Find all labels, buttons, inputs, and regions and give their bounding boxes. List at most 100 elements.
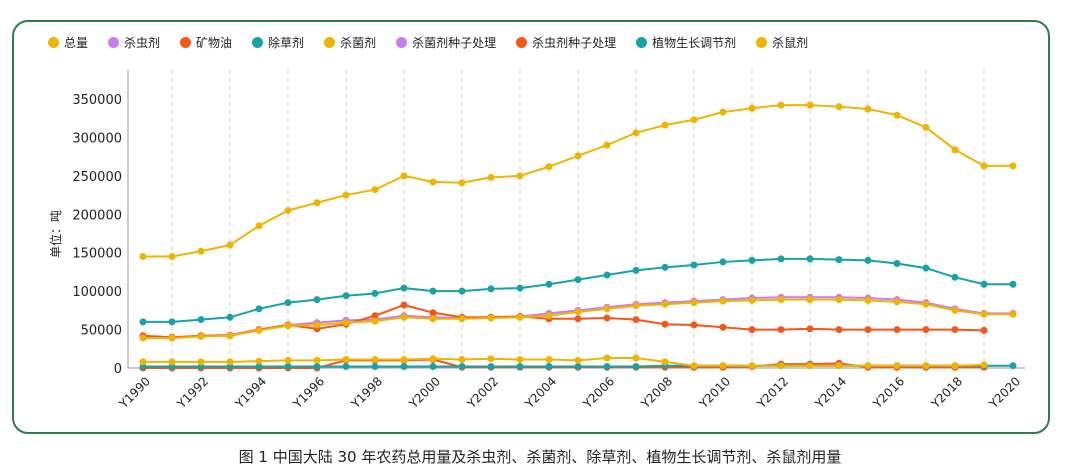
y-tick-label: 50000 [81, 324, 122, 339]
legend-marker [324, 37, 336, 48]
data-point [255, 305, 263, 313]
data-point [777, 326, 785, 334]
data-point [284, 362, 292, 370]
legend-item[interactable]: 杀菌剂种子处理 [396, 34, 496, 51]
data-point [226, 332, 234, 340]
data-point [835, 296, 843, 304]
legend-marker [108, 37, 120, 48]
y-tick-label: 0 [114, 362, 122, 377]
data-point [139, 358, 147, 366]
data-point [661, 121, 669, 129]
legend-item[interactable]: 杀菌剂 [324, 34, 376, 51]
data-point [516, 362, 524, 370]
data-point [400, 172, 408, 180]
data-point [371, 356, 379, 364]
data-point [893, 362, 901, 370]
data-point [545, 280, 553, 288]
data-point [255, 222, 263, 230]
x-tick-label: Y1996 [290, 374, 327, 411]
data-point [458, 315, 466, 323]
data-point [342, 319, 350, 327]
legend-label: 矿物油 [196, 36, 233, 50]
data-point [516, 313, 524, 321]
data-point [545, 356, 553, 364]
data-point [313, 199, 321, 207]
legend-item[interactable]: 矿物油 [180, 34, 232, 51]
data-point [226, 313, 234, 321]
x-tick-label: Y2012 [754, 374, 791, 411]
data-point [951, 326, 959, 334]
data-point [400, 356, 408, 364]
data-point [284, 299, 292, 307]
series-line [142, 303, 985, 339]
data-point [371, 186, 379, 194]
data-point [197, 358, 205, 366]
x-tick-label: Y2008 [638, 374, 675, 411]
x-tick-label: Y2004 [522, 374, 559, 411]
legend-item[interactable]: 总量 [48, 34, 88, 51]
legend-item[interactable]: 杀鼠剂 [756, 34, 808, 51]
data-point [545, 163, 553, 171]
data-point [400, 301, 408, 309]
data-point [719, 258, 727, 266]
data-point [284, 322, 292, 330]
data-point [690, 261, 698, 269]
data-point [371, 312, 379, 320]
legend-item[interactable]: 杀虫剂 [108, 34, 160, 51]
legend-marker [516, 37, 528, 48]
y-tick-label: 350000 [72, 93, 122, 108]
data-point [197, 316, 205, 324]
data-point [516, 356, 524, 364]
x-tick-label: Y2002 [464, 374, 501, 411]
data-point [632, 266, 640, 274]
data-point [574, 362, 582, 370]
data-point [458, 287, 466, 295]
legend-item[interactable]: 除草剂 [252, 34, 304, 51]
legend-marker [756, 37, 768, 48]
data-point [400, 313, 408, 321]
data-point [226, 241, 234, 249]
data-point [197, 247, 205, 255]
data-point [980, 280, 988, 288]
data-point [922, 123, 930, 131]
data-point [893, 111, 901, 119]
data-point [458, 362, 466, 370]
data-point [603, 271, 611, 279]
data-point [748, 326, 756, 334]
data-point [777, 101, 785, 109]
data-point [603, 305, 611, 313]
data-point [951, 273, 959, 281]
data-point [632, 302, 640, 310]
data-point [603, 354, 611, 362]
data-point [922, 300, 930, 308]
data-point [545, 312, 553, 320]
data-point [342, 292, 350, 300]
data-point [545, 362, 553, 370]
data-point [284, 356, 292, 364]
data-point [632, 362, 640, 370]
data-point [429, 362, 437, 370]
data-point [255, 362, 263, 370]
legend-marker [636, 37, 648, 48]
line-chart: 0 50000 100000 150000 200000 250000 300000 3500… [48, 70, 1025, 412]
data-point [951, 306, 959, 314]
x-tick-label: Y1992 [174, 374, 211, 411]
data-point [342, 362, 350, 370]
data-point [139, 334, 147, 342]
data-point [980, 326, 988, 334]
y-tick-label: 150000 [72, 247, 122, 262]
data-point [516, 172, 524, 180]
data-point [806, 255, 814, 263]
data-point [661, 358, 669, 366]
x-tick-label: Y1994 [232, 374, 269, 411]
legend-item[interactable]: 植物生长调节剂 [636, 34, 736, 51]
data-point [487, 314, 495, 322]
data-point [806, 362, 814, 370]
data-point [806, 101, 814, 109]
data-point [226, 358, 234, 366]
legend-item[interactable]: 杀虫剂种子处理 [516, 34, 616, 51]
data-point [748, 256, 756, 264]
data-point [690, 299, 698, 307]
data-point [719, 297, 727, 305]
data-point [197, 332, 205, 340]
